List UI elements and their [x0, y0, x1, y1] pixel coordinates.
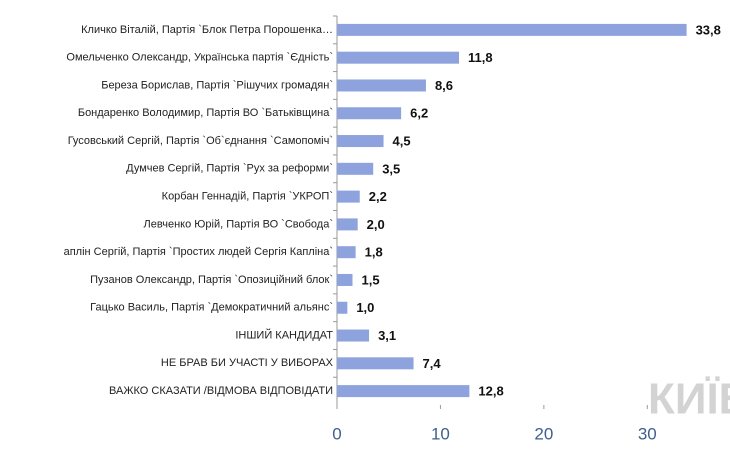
bar [337, 246, 356, 259]
x-tick-label: 10 [431, 424, 450, 443]
bar [337, 273, 353, 286]
category-label: Бондаренко Володимир, Партія ВО `Батьків… [78, 107, 333, 119]
category-label: Гусовський Сергій, Партія `Об`єднання `С… [68, 135, 333, 147]
value-label: 1,8 [365, 245, 383, 260]
category-label: Гацько Василь, Партія `Демократичний аль… [90, 302, 333, 314]
value-label: 12,8 [478, 384, 503, 399]
value-label: 7,4 [423, 356, 442, 371]
category-label: ВАЖКО СКАЗАТИ /ВІДМОВА ВІДПОВІДАТИ [109, 385, 333, 397]
value-label: 8,6 [435, 78, 453, 93]
bar [337, 51, 460, 64]
x-tick-label: 20 [534, 424, 553, 443]
category-label: аплін Сергій, Партія `Простих людей Серг… [64, 246, 333, 258]
category-label: Пузанов Олександр, Партія `Опозиційний б… [90, 274, 333, 286]
x-tick-label: 0 [332, 424, 341, 443]
bar [337, 107, 402, 120]
value-label: 1,5 [362, 272, 380, 287]
watermark: КИЇВ [648, 375, 730, 424]
bar [337, 329, 370, 342]
bar [337, 135, 384, 148]
bar [337, 357, 414, 370]
category-label: Корбан Геннадій, Партія `УКРОП` [162, 191, 333, 203]
bar [337, 385, 470, 398]
category-label: Омельченко Олександр, Українська партія … [66, 52, 333, 64]
value-label: 1,0 [356, 300, 374, 315]
bar [337, 301, 348, 314]
value-label: 2,2 [369, 189, 387, 204]
bar [337, 23, 687, 36]
value-label: 4,5 [393, 133, 411, 148]
bar [337, 79, 426, 92]
bar [337, 162, 374, 175]
value-label: 33,8 [696, 22, 721, 37]
category-label: Левченко Юрій, Партія ВО `Свобода` [144, 218, 333, 230]
value-label: 2,0 [367, 217, 385, 232]
category-label: ІНШИЙ КАНДИДАТ [235, 328, 333, 341]
bar [337, 190, 360, 203]
category-label: Кличко Віталій, Партія `Блок Петра Порош… [81, 24, 333, 36]
category-label: НЕ БРАВ БИ УЧАСТІ У ВИБОРАХ [161, 357, 334, 369]
value-label: 3,1 [378, 328, 396, 343]
value-label: 6,2 [410, 106, 428, 121]
category-label: Береза Борислав, Партія `Рішучих громадя… [101, 79, 333, 91]
value-label: 11,8 [468, 50, 493, 65]
x-tick-label: 30 [638, 424, 657, 443]
bar [337, 218, 358, 231]
category-label: Думчев Сергій, Партія `Рух за реформи` [126, 163, 333, 175]
value-label: 3,5 [382, 161, 400, 176]
